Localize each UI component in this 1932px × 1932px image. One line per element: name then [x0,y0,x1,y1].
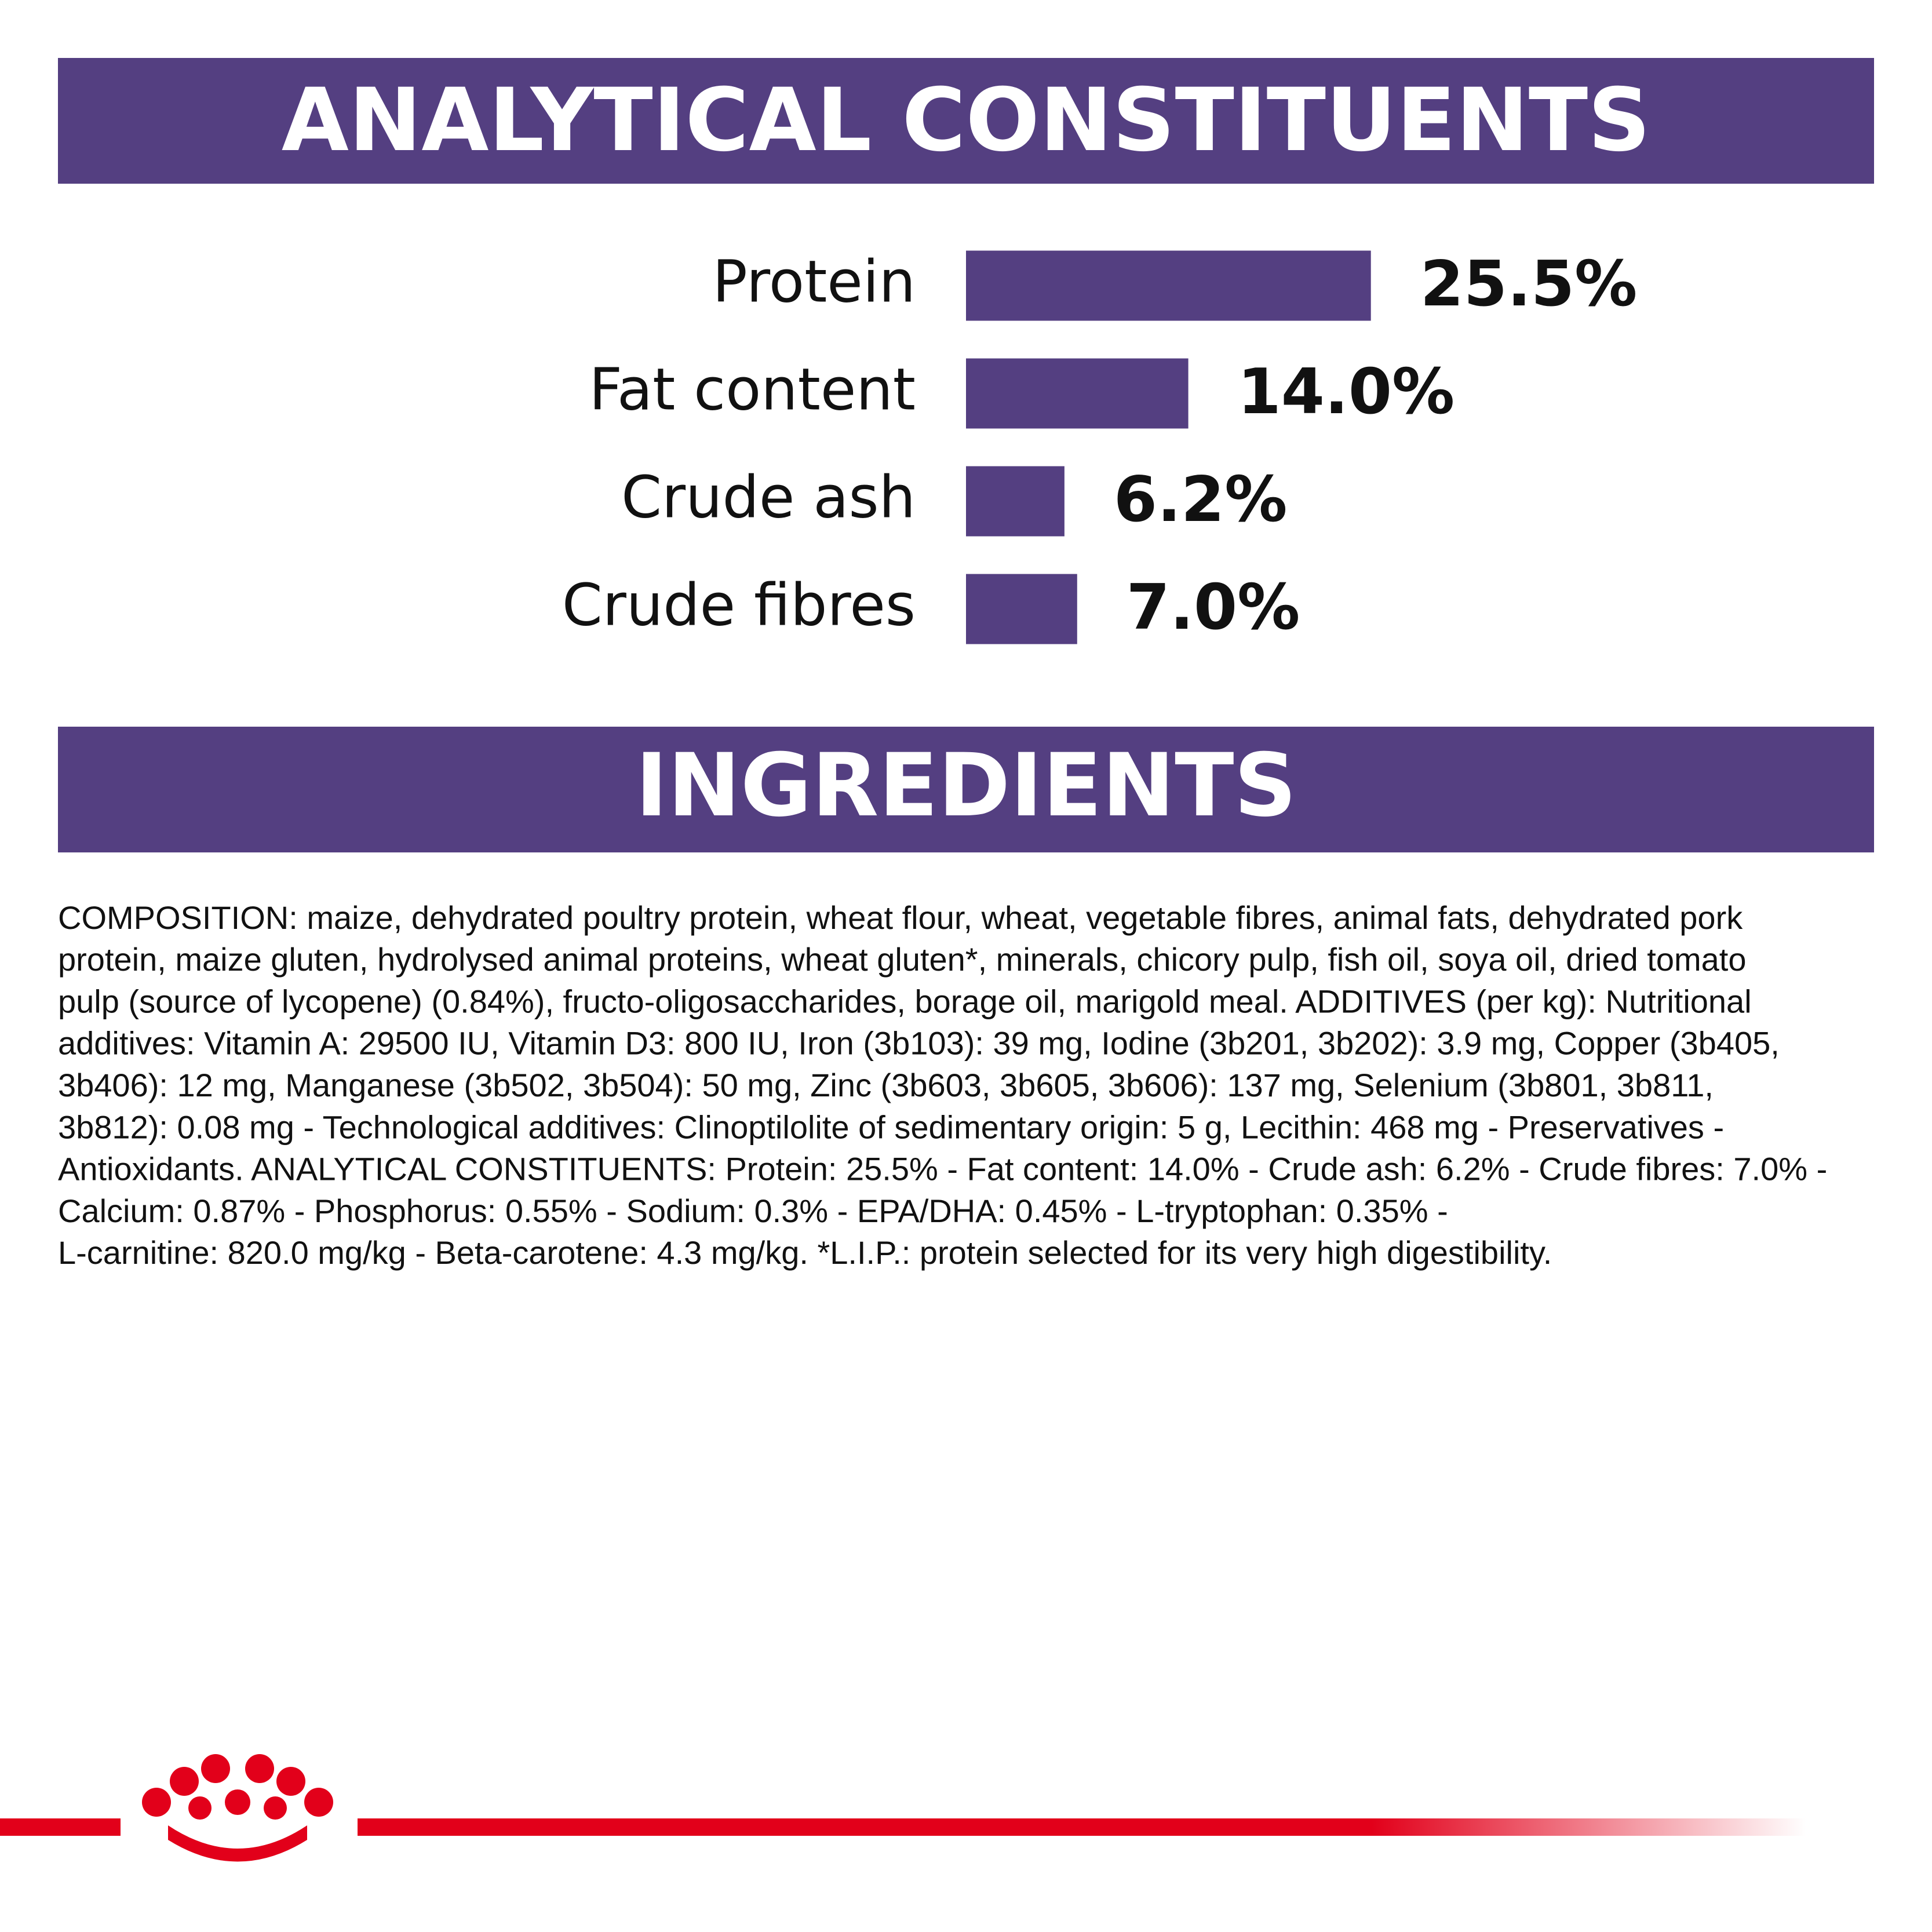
category-label: Protein [712,247,916,315]
category-label: Crude fibres [562,571,916,639]
bar [966,250,1371,321]
header-band [58,727,1874,852]
composition-line: 3b406): 12 mg, Manganese (3b502, 3b504):… [58,1067,1714,1103]
composition-line: additives: Vitamin A: 29500 IU, Vitamin … [58,1025,1780,1062]
composition-line: 3b812): 0.08 mg - Technological additive… [58,1109,1724,1145]
section-title: ANALYTICAL CONSTITUENTS [282,70,1650,171]
category-label: Fat content [589,355,916,423]
header-band [58,58,1874,184]
value-label: 6.2% [1114,464,1288,536]
value-label: 25.5% [1420,248,1638,320]
footer-line [358,1818,1806,1836]
bar [966,466,1065,537]
composition-line: COMPOSITION: maize, dehydrated poultry p… [58,899,1743,936]
composition-line: pulp (source of lycopene) (0.84%), fruct… [58,983,1752,1019]
footer-line [0,1818,121,1836]
value-label: 14.0% [1238,356,1455,428]
bar [966,358,1189,429]
composition-line: Antioxidants. ANALYTICAL CONSTITUENTS: P… [58,1151,1827,1187]
category-label: Crude ash [621,463,916,531]
brand-footer [0,1754,1806,1862]
section-title: INGREDIENTS [635,735,1296,836]
composition-line: L-carnitine: 820.0 mg/kg - Beta-carotene… [58,1234,1552,1271]
composition-line: Calcium: 0.87% - Phosphorus: 0.55% - Sod… [58,1193,1448,1229]
composition-line: protein, maize gluten, hydrolysed animal… [58,941,1746,978]
crown-logo [142,1754,333,1862]
value-label: 7.0% [1127,571,1300,644]
bar [966,574,1077,644]
